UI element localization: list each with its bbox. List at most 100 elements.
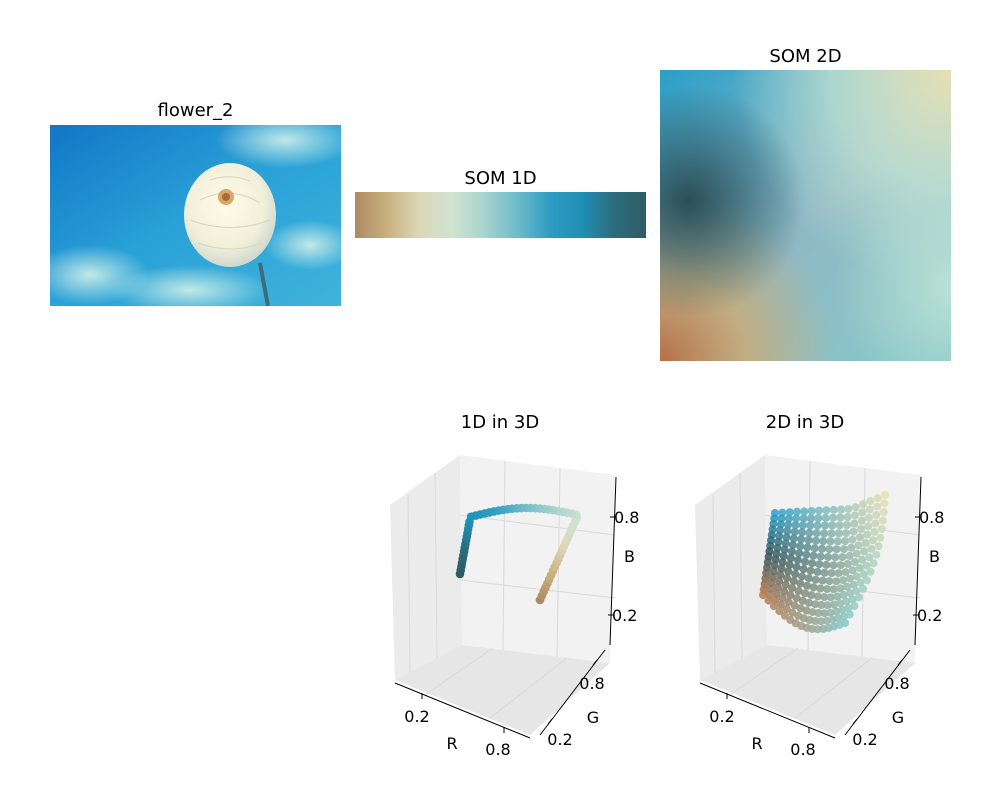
som2d-node	[859, 570, 868, 579]
som2d-node	[811, 617, 820, 625]
som2d-node	[785, 560, 794, 569]
som2d-node	[802, 606, 811, 615]
som2d-node	[845, 610, 854, 619]
som2d-node	[767, 579, 776, 587]
som2d-node	[809, 583, 818, 592]
som2d-node	[777, 564, 786, 573]
plot1d-title: 1D in 3D	[460, 412, 540, 433]
som2d-node	[843, 582, 851, 591]
som2d-node	[776, 570, 785, 579]
som2d-node	[820, 593, 829, 601]
som2d-node	[826, 537, 835, 546]
som2d-node	[818, 576, 827, 585]
som2d-node	[851, 503, 860, 512]
som2d-node	[858, 555, 866, 564]
z-axis-label: B	[929, 547, 940, 566]
som2d-node	[811, 600, 820, 609]
pane-back	[460, 455, 615, 663]
som2d-node	[808, 608, 817, 617]
som2d-node	[780, 545, 789, 554]
y-tick-1: 0.2	[547, 730, 572, 749]
som2d-node	[822, 560, 831, 569]
som2d-node	[880, 499, 889, 508]
x-tick-1: 0.8	[485, 740, 510, 759]
som2d-node	[855, 564, 864, 572]
som2d-node	[784, 520, 793, 529]
som2d-node	[778, 508, 787, 517]
som2d-node	[845, 551, 854, 560]
som2d-node	[771, 595, 780, 604]
som2d-node	[782, 604, 791, 613]
som2d-node	[795, 549, 804, 558]
som2d-node	[778, 593, 787, 602]
som2d-node	[773, 583, 782, 592]
som2d-node	[846, 574, 854, 583]
som2d-node	[770, 561, 779, 570]
som2d-node	[857, 516, 866, 525]
som2d-node	[775, 607, 784, 616]
som2d-node	[805, 598, 813, 607]
som2d-node	[823, 601, 832, 610]
som2d-node	[878, 516, 887, 525]
som1d-strip	[355, 192, 646, 238]
som2d-node	[816, 584, 825, 593]
som2d-node	[838, 605, 847, 614]
som2d-node	[771, 555, 780, 564]
som2d-node	[832, 577, 841, 586]
som2d-node	[854, 593, 863, 602]
tick-marks	[421, 516, 615, 733]
som2d-node	[786, 554, 795, 563]
som2d-node	[834, 569, 843, 578]
som2d-node	[836, 584, 845, 593]
som2d-node	[858, 508, 867, 517]
som2d-node	[870, 527, 879, 536]
som2d-node	[817, 601, 826, 609]
som2d-node	[843, 521, 851, 529]
som2d-node	[777, 600, 785, 609]
som2d-node	[879, 508, 888, 517]
som2d-node	[798, 596, 807, 605]
som2d-node	[788, 540, 797, 549]
som2d-node	[866, 497, 875, 506]
som2d-node	[799, 565, 808, 574]
som2d-node	[850, 601, 859, 610]
som2d-node	[839, 576, 848, 585]
som2d-node	[810, 544, 819, 553]
som2d-node	[848, 595, 857, 604]
som2d-node	[774, 537, 783, 546]
som2d-node	[867, 544, 876, 553]
som2d-node	[787, 547, 796, 556]
som2d-node	[859, 500, 867, 509]
x-tick-0: 0.2	[709, 707, 734, 726]
som2d-node	[852, 587, 861, 596]
som2d-title: SOM 2D	[769, 46, 842, 67]
som2d-node	[784, 567, 793, 576]
som2d-node	[869, 536, 877, 545]
som2d-node	[813, 592, 822, 601]
y-axis-label: G	[892, 708, 904, 727]
som2d-node	[796, 604, 805, 613]
plot2d-axes: 0.2 0.8 0.8 0.2 0.8 0.2 R G B	[695, 455, 944, 759]
som2d-node	[768, 573, 777, 582]
som2d-node	[820, 568, 829, 577]
som2d-node	[778, 558, 787, 567]
som2d-node	[834, 529, 843, 538]
som2d-node	[815, 506, 823, 515]
som2d-node	[871, 519, 880, 528]
som2d-node	[869, 559, 878, 568]
som2d-node	[835, 521, 844, 530]
som2d-node	[806, 514, 815, 523]
som2d-node	[856, 578, 865, 587]
som2d-node	[822, 506, 831, 515]
som2d-node	[817, 617, 826, 626]
grid-lines	[407, 460, 616, 719]
som2d-node	[828, 521, 837, 530]
som2d-node	[832, 607, 841, 616]
som2d-node	[855, 533, 864, 542]
som1d-points	[455, 503, 582, 605]
som2d-node	[841, 619, 849, 627]
som2d-node	[865, 505, 874, 514]
som2d-node	[796, 579, 805, 588]
som2d-node	[819, 537, 828, 546]
som2d-node	[769, 602, 778, 611]
